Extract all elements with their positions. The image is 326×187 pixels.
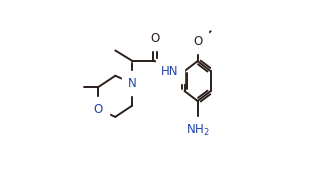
Text: NH$_2$: NH$_2$ [186, 122, 210, 138]
Text: O: O [193, 35, 202, 48]
Text: HN: HN [161, 65, 179, 78]
Text: O: O [94, 103, 103, 116]
Text: N: N [128, 77, 137, 90]
Text: O: O [150, 32, 159, 45]
